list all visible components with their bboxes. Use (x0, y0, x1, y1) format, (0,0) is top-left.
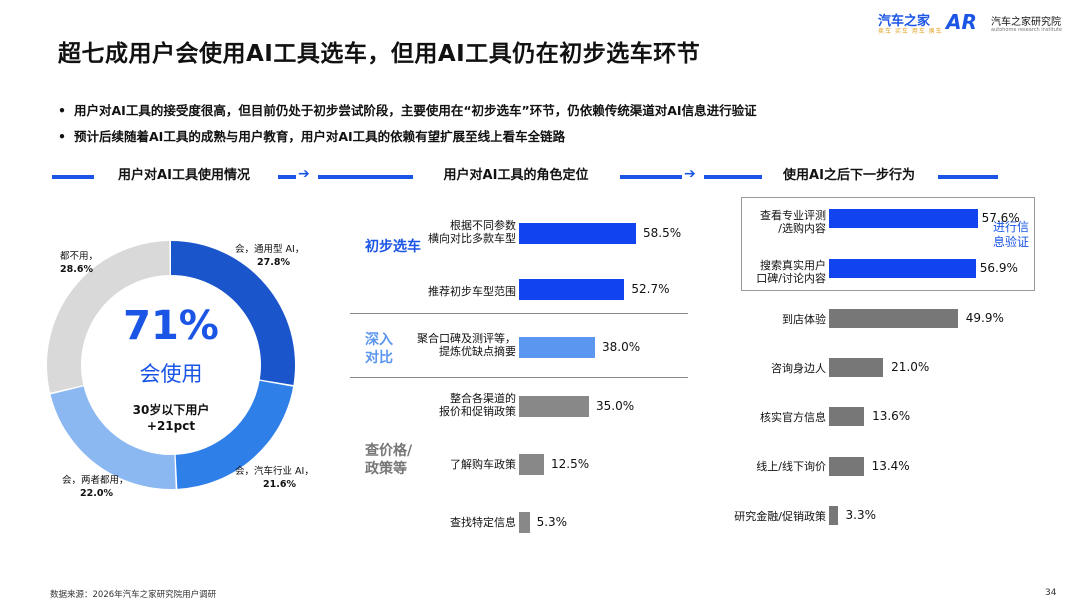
autohome-logo: 汽车之家 (878, 14, 931, 29)
bar (519, 337, 595, 358)
bar-value-label: 38.0% (602, 340, 641, 354)
bar (829, 457, 864, 476)
donut-label-value: 21.6% (263, 479, 296, 490)
bar (829, 407, 865, 426)
bar (829, 209, 978, 228)
section-divider-line (52, 175, 94, 179)
donut-label-name: 会，汽车行业 AI， (235, 466, 314, 477)
section-title-usage: 用户对AI工具使用情况 (118, 168, 250, 183)
bullet-point-1: 用户对AI工具的接受度很高，但目前仍处于初步尝试阶段，主要使用在“初步选车”环节… (58, 100, 757, 119)
research-institute-logo-sub: autohome research institute (991, 27, 1062, 33)
bar-value-label: 58.5% (643, 226, 682, 240)
bar-label: 搜索真实用户 口碑/讨论内容 (730, 259, 826, 285)
research-institute-logo-name: 汽车之家研究院 (991, 17, 1061, 28)
data-source-note: 数据来源：2026年汽车之家研究院用户调研 (50, 590, 217, 600)
bar-value-label: 12.5% (551, 457, 590, 471)
bar-label: 推荐初步车型范围 (428, 285, 516, 298)
section-divider-line (704, 175, 762, 179)
page-title: 超七成用户会使用AI工具选车，但用AI工具仍在初步选车环节 (58, 41, 701, 67)
bar-label: 核实官方信息 (760, 411, 826, 424)
bar-label: 整合各渠道的 报价和促销政策 (400, 392, 516, 418)
bar-label-line: 整合各渠道的 (450, 392, 516, 405)
bar-value-label: 21.0% (891, 360, 930, 374)
bar-label-line: 搜索真实用户 (760, 259, 826, 272)
bar-label: 线上/线下询价 (756, 460, 826, 473)
donut-label-industry-ai: 会，汽车行业 AI， 21.6% (235, 465, 314, 491)
donut-center-label: 会使用 (139, 362, 203, 386)
bar-label: 咨询身边人 (771, 362, 826, 375)
bar-value-label: 56.9% (979, 261, 1018, 275)
section-divider-line (278, 175, 296, 179)
donut-center-percent: 71% (123, 303, 219, 349)
bar-value-label: 52.7% (631, 282, 670, 296)
bar-label-line: 聚合口碑及测评等， (417, 332, 516, 345)
donut-segment-both (50, 386, 176, 489)
bar-label-line: 横向对比多款车型 (428, 232, 516, 245)
bar (519, 512, 530, 533)
bar (829, 259, 976, 278)
bar-label: 聚合口碑及测评等， 提炼优缺点摘要 (396, 332, 516, 358)
bar (519, 396, 589, 417)
bar-label-line: 查看专业评测 (760, 209, 826, 222)
group-label-compare: 深入对比 (365, 332, 393, 366)
bar-value-label: 13.6% (872, 409, 911, 423)
chevron-right-icon: ➔ (684, 166, 696, 182)
bar (829, 309, 958, 328)
bar (519, 279, 625, 300)
bar-label: 了解购车政策 (450, 458, 516, 471)
donut-note-group: 30岁以下用户 (132, 403, 210, 417)
autohome-logo-slogan: 卖车 买车 用车 换车 (878, 28, 943, 35)
bar-label: 研究金融/促销政策 (734, 510, 826, 523)
bar-value-label: 3.3% (845, 508, 877, 522)
section-title-next-step: 使用AI之后下一步行为 (783, 168, 915, 183)
section-divider-line (620, 175, 682, 179)
bar (519, 223, 636, 244)
donut-label-name: 会，通用型 AI， (235, 244, 305, 255)
bar-label-line: /选购内容 (778, 222, 826, 235)
donut-segment-industry-ai (175, 380, 294, 489)
bar-label: 查找特定信息 (450, 516, 516, 529)
donut-label-general-ai: 会，通用型 AI， 27.8% (235, 243, 304, 269)
bar-label: 到店体验 (782, 313, 826, 326)
donut-label-value: 28.6% (60, 264, 93, 275)
bar-value-label: 49.9% (965, 311, 1004, 325)
bar-value-label: 13.4% (871, 459, 910, 473)
donut-segment-none (47, 241, 170, 393)
bar-label: 根据不同参数 横向对比多款车型 (400, 219, 516, 245)
donut-label-value: 22.0% (80, 488, 113, 499)
verification-box (741, 197, 1035, 291)
donut-label-none: 都不用， 28.6% (60, 250, 98, 276)
bar-value-label: 5.3% (536, 515, 568, 529)
page-number: 34 (1045, 588, 1057, 598)
bar (519, 454, 544, 475)
group-divider (350, 313, 688, 314)
donut-segment-general-ai (171, 241, 295, 385)
donut-center-note: 30岁以下用户 +21pct (107, 402, 235, 434)
research-institute-logo-mark: AR (946, 10, 977, 34)
bar-value-label: 57.6% (981, 211, 1020, 225)
section-divider-line (938, 175, 998, 179)
section-divider-line (318, 175, 413, 179)
bar-label: 查看专业评测 /选购内容 (730, 209, 826, 235)
bar (829, 506, 838, 525)
bar-label-line: 口碑/讨论内容 (756, 272, 826, 285)
donut-label-name: 都不用， (60, 251, 99, 262)
donut-label-name: 会，两者都用， (62, 475, 129, 486)
donut-note-delta: +21pct (146, 419, 196, 433)
bar (829, 358, 884, 377)
group-divider (350, 377, 688, 378)
group-label-initial: 初步选车 (365, 239, 421, 255)
chevron-right-icon: ➔ (298, 166, 310, 182)
bar-label-line: 提炼优缺点摘要 (439, 345, 516, 358)
donut-label-both: 会，两者都用， 22.0% (62, 474, 129, 500)
bar-label-line: 报价和促销政策 (439, 405, 516, 418)
verification-label: 进行信息验证 (993, 220, 1030, 249)
bar-value-label: 35.0% (596, 399, 635, 413)
group-label-price: 查价格/政策等 (365, 443, 413, 477)
donut-label-value: 27.8% (257, 257, 290, 268)
section-title-role: 用户对AI工具的角色定位 (443, 168, 589, 183)
bar-label-line: 根据不同参数 (450, 219, 516, 232)
bullet-point-2: 预计后续随着AI工具的成熟与用户教育，用户对AI工具的依赖有望扩展至线上看车全链… (58, 126, 565, 145)
